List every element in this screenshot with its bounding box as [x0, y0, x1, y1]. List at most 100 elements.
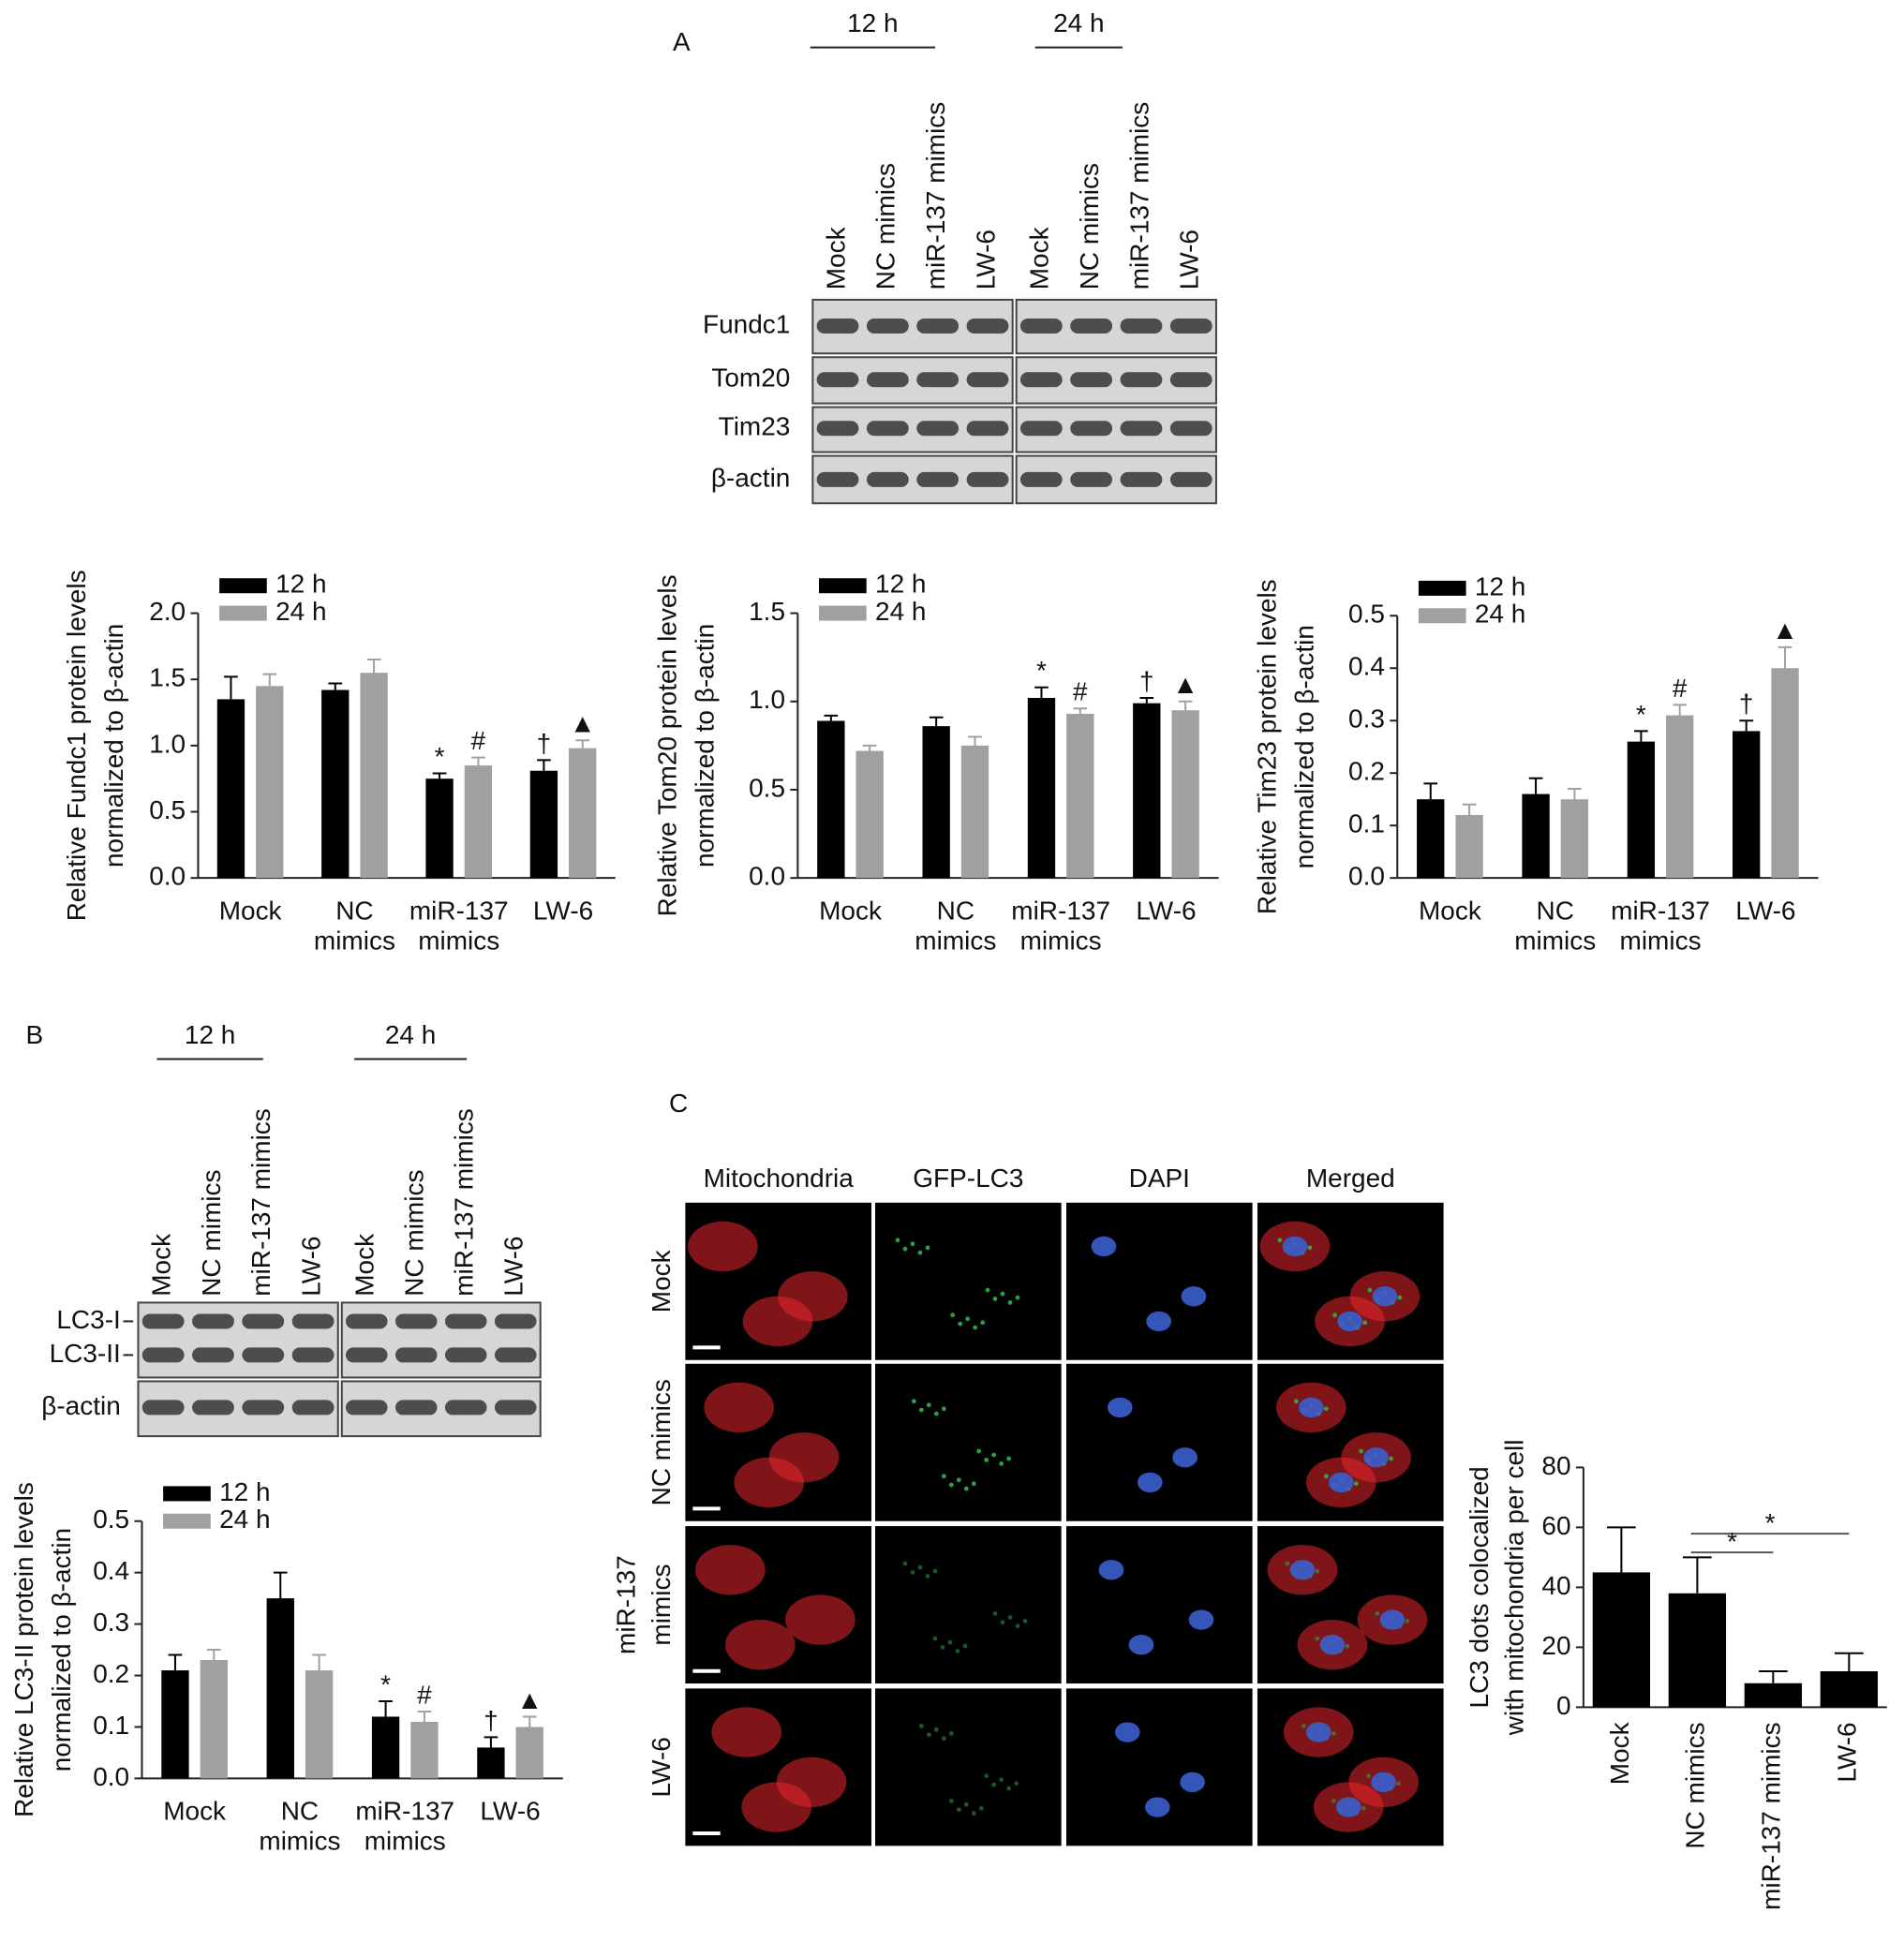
significance-marker: ▲ — [1172, 670, 1198, 699]
blot-band — [494, 1313, 537, 1329]
error-bar — [1683, 1556, 1712, 1594]
lc3-dot — [1366, 1773, 1371, 1779]
legend-swatch — [163, 1486, 211, 1502]
lane-label: NC mimics — [400, 1170, 429, 1297]
y-tick-label: 0.5 — [1348, 600, 1385, 629]
blot-band — [1120, 318, 1163, 334]
lc3-dot — [1293, 1399, 1299, 1404]
lc3-dot — [895, 1238, 900, 1243]
x-tick-label: miR-137 mimics — [1757, 1722, 1786, 1910]
nucleus — [1107, 1397, 1133, 1418]
lc3-dot — [1007, 1614, 1013, 1620]
column-label: Merged — [1306, 1164, 1395, 1193]
lc3-dot — [1353, 1481, 1359, 1487]
blot-band — [1169, 421, 1212, 437]
lc3-dot — [963, 1486, 969, 1491]
legend-label: 24 h — [875, 597, 926, 626]
error-bar — [537, 759, 551, 771]
nucleus — [1128, 1635, 1154, 1655]
error-bar — [483, 1736, 498, 1748]
y-tick-label: 0 — [1556, 1691, 1571, 1720]
row-label: miR-137 — [611, 1555, 640, 1654]
micrograph — [1065, 1526, 1253, 1684]
lc3-dot — [932, 1636, 938, 1641]
blot-band — [966, 318, 1009, 334]
x-tick-label: NC mimics — [259, 1797, 340, 1856]
bar — [922, 726, 950, 879]
lc3-dot — [1015, 1623, 1020, 1629]
blot-band — [291, 1400, 335, 1416]
error-bar — [1073, 707, 1088, 714]
bar — [1666, 715, 1694, 879]
bar — [960, 745, 989, 879]
lc3-dot — [1307, 1245, 1313, 1251]
y-tick-label: 60 — [1541, 1511, 1570, 1540]
bar — [1171, 710, 1199, 879]
y-tick-label: 0.0 — [749, 862, 785, 891]
blot-band — [141, 1400, 185, 1416]
error-bar — [224, 675, 238, 700]
nucleus — [1180, 1772, 1205, 1793]
legend-label: 24 h — [275, 597, 326, 626]
blot-band — [1070, 471, 1113, 487]
lc3-dot — [1323, 1474, 1329, 1479]
x-tick-label: miR-137 mimics — [1011, 897, 1110, 956]
error-bar — [862, 744, 877, 751]
blot-band — [916, 372, 959, 388]
lc3-dot — [965, 1316, 971, 1322]
cell — [785, 1594, 855, 1645]
group-label: 12 h — [847, 8, 898, 37]
lc3-dot — [948, 1482, 954, 1488]
blot-band — [1169, 372, 1212, 388]
blot-band — [866, 372, 909, 388]
lane-label: miR-137 mimics — [246, 1108, 275, 1297]
x-tick-label: NC mimics — [1514, 897, 1596, 956]
row-label: LW-6 — [647, 1737, 676, 1797]
bar — [1820, 1670, 1879, 1708]
error-bar — [168, 1653, 183, 1671]
blot-band — [141, 1313, 185, 1329]
bar — [161, 1670, 189, 1779]
lc3-dot — [956, 1807, 961, 1813]
lc3-dot — [1015, 1295, 1020, 1300]
y-tick-label: 1.0 — [749, 685, 785, 714]
bar — [515, 1727, 543, 1779]
x-tick-label: NC mimics — [1681, 1722, 1710, 1848]
error-bar — [262, 673, 277, 687]
nucleus — [1114, 1722, 1140, 1742]
lc3-dot — [1323, 1406, 1329, 1412]
group-label: 24 h — [385, 1020, 436, 1049]
bar — [1668, 1593, 1727, 1708]
row-label: Fundc1 — [703, 309, 790, 338]
blot-band — [141, 1347, 185, 1363]
error-bar — [824, 714, 839, 721]
x-tick-label: LW-6 — [480, 1797, 540, 1826]
bar — [1522, 793, 1550, 879]
bar — [216, 699, 245, 879]
lc3-dot — [932, 1568, 938, 1574]
error-bar — [1739, 719, 1754, 732]
legend-swatch — [219, 605, 267, 621]
row-label: mimics — [647, 1564, 676, 1646]
blot-band — [192, 1313, 234, 1329]
bar — [1133, 703, 1161, 879]
lc3-dot — [958, 1321, 963, 1327]
blot-band — [444, 1313, 487, 1329]
y-tick-label: 40 — [1541, 1571, 1570, 1600]
micrograph — [875, 1363, 1062, 1521]
significance-marker: † — [1739, 689, 1754, 719]
blot-band — [242, 1313, 285, 1329]
lc3-dot — [984, 1773, 989, 1779]
nucleus — [1188, 1609, 1214, 1630]
error-bar — [273, 1571, 288, 1599]
bar — [1627, 741, 1656, 879]
blot-band — [395, 1347, 438, 1363]
significance-marker: * — [1636, 700, 1646, 729]
lc3-dot — [1367, 1287, 1373, 1293]
lc3-dot — [1345, 1643, 1350, 1649]
blot-band — [242, 1347, 285, 1363]
bar — [200, 1660, 228, 1779]
cell — [725, 1620, 796, 1670]
blot-band — [291, 1313, 335, 1329]
lc3-dot — [933, 1411, 939, 1416]
